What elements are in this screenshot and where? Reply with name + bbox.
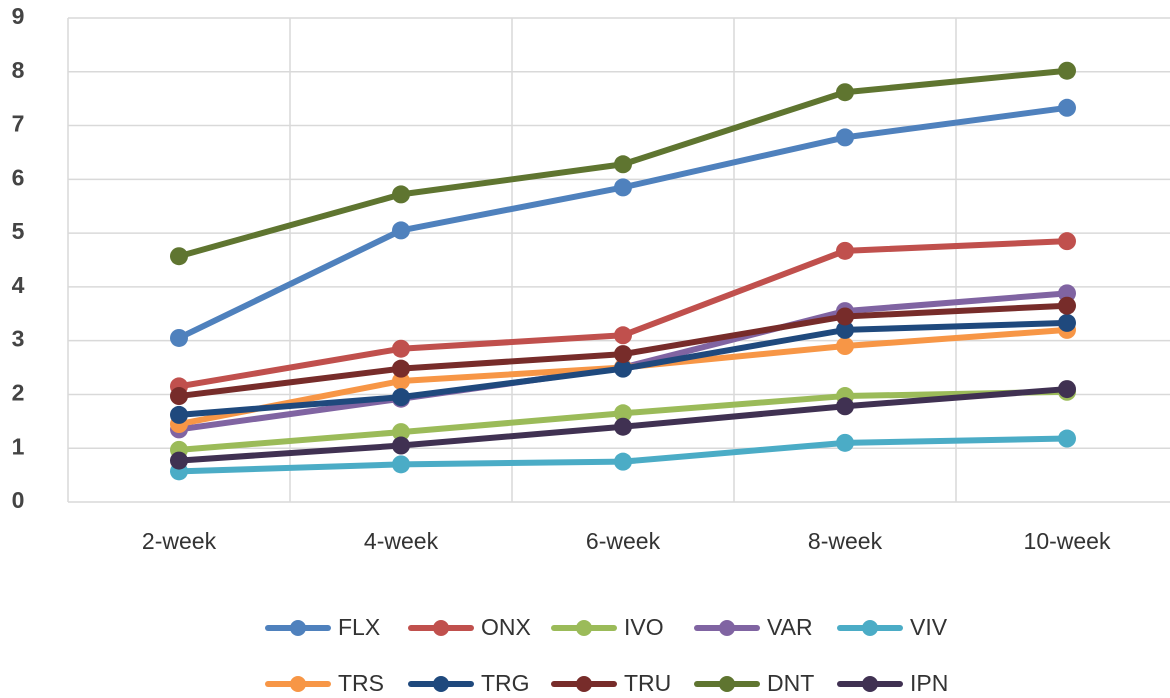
marker [836,397,854,416]
y-tick-label: 1 [12,433,25,459]
marker [170,328,188,347]
legend-label: IPN [910,670,948,696]
y-tick-label: 0 [12,487,25,513]
marker [392,388,410,407]
marker [614,404,632,423]
legend-label: TRS [338,670,384,696]
marker [836,128,854,147]
marker [614,178,632,197]
legend-label: TRU [624,670,671,696]
legend-label: VAR [767,614,813,640]
x-tick-label: 4-week [364,528,439,554]
marker [392,455,410,474]
legend-marker [576,620,592,636]
marker [392,423,410,442]
y-tick-label: 7 [12,111,25,137]
legend-marker [862,676,878,692]
marker [392,221,410,240]
marker [1058,98,1076,117]
marker [392,372,410,390]
legend-marker [290,620,306,636]
legend-marker [290,676,306,692]
marker [836,320,854,339]
marker [1058,61,1076,80]
marker [1058,313,1076,332]
x-tick-label: 8-week [808,528,883,554]
legend-label: TRG [481,670,530,696]
marker [1058,429,1076,448]
marker [392,359,410,378]
y-tick-label: 8 [12,57,25,83]
marker [1058,232,1076,251]
marker [614,155,632,174]
marker [614,345,632,364]
x-tick-label: 6-week [586,528,661,554]
marker [1058,296,1076,315]
y-tick-label: 9 [12,3,25,29]
marker [836,433,854,452]
legend-marker [433,676,449,692]
marker [836,83,854,102]
marker [170,451,188,470]
marker [392,436,410,455]
y-tick-label: 2 [12,380,25,406]
legend-marker [719,620,735,636]
marker [170,247,188,266]
legend-marker [719,676,735,692]
marker [170,387,188,406]
marker [614,452,632,471]
y-tick-label: 5 [12,218,25,244]
marker [614,359,632,378]
legend-label: DNT [767,670,814,696]
legend-label: IVO [624,614,664,640]
legend-label: FLX [338,614,380,640]
marker [1058,380,1076,399]
y-tick-label: 4 [12,272,25,298]
y-tick-label: 3 [12,326,25,352]
marker [392,339,410,358]
marker [836,307,854,326]
marker [614,326,632,345]
y-tick-label: 6 [12,164,25,190]
marker [614,417,632,436]
legend-marker [576,676,592,692]
marker [392,185,410,204]
legend-marker [862,620,878,636]
legend-label: ONX [481,614,531,640]
marker [836,241,854,260]
x-tick-label: 2-week [142,528,217,554]
x-tick-label: 10-week [1024,528,1111,554]
legend-label: VIV [910,614,948,640]
marker [1058,284,1076,303]
marker [836,337,854,356]
legend-marker [433,620,449,636]
marker [170,405,188,424]
